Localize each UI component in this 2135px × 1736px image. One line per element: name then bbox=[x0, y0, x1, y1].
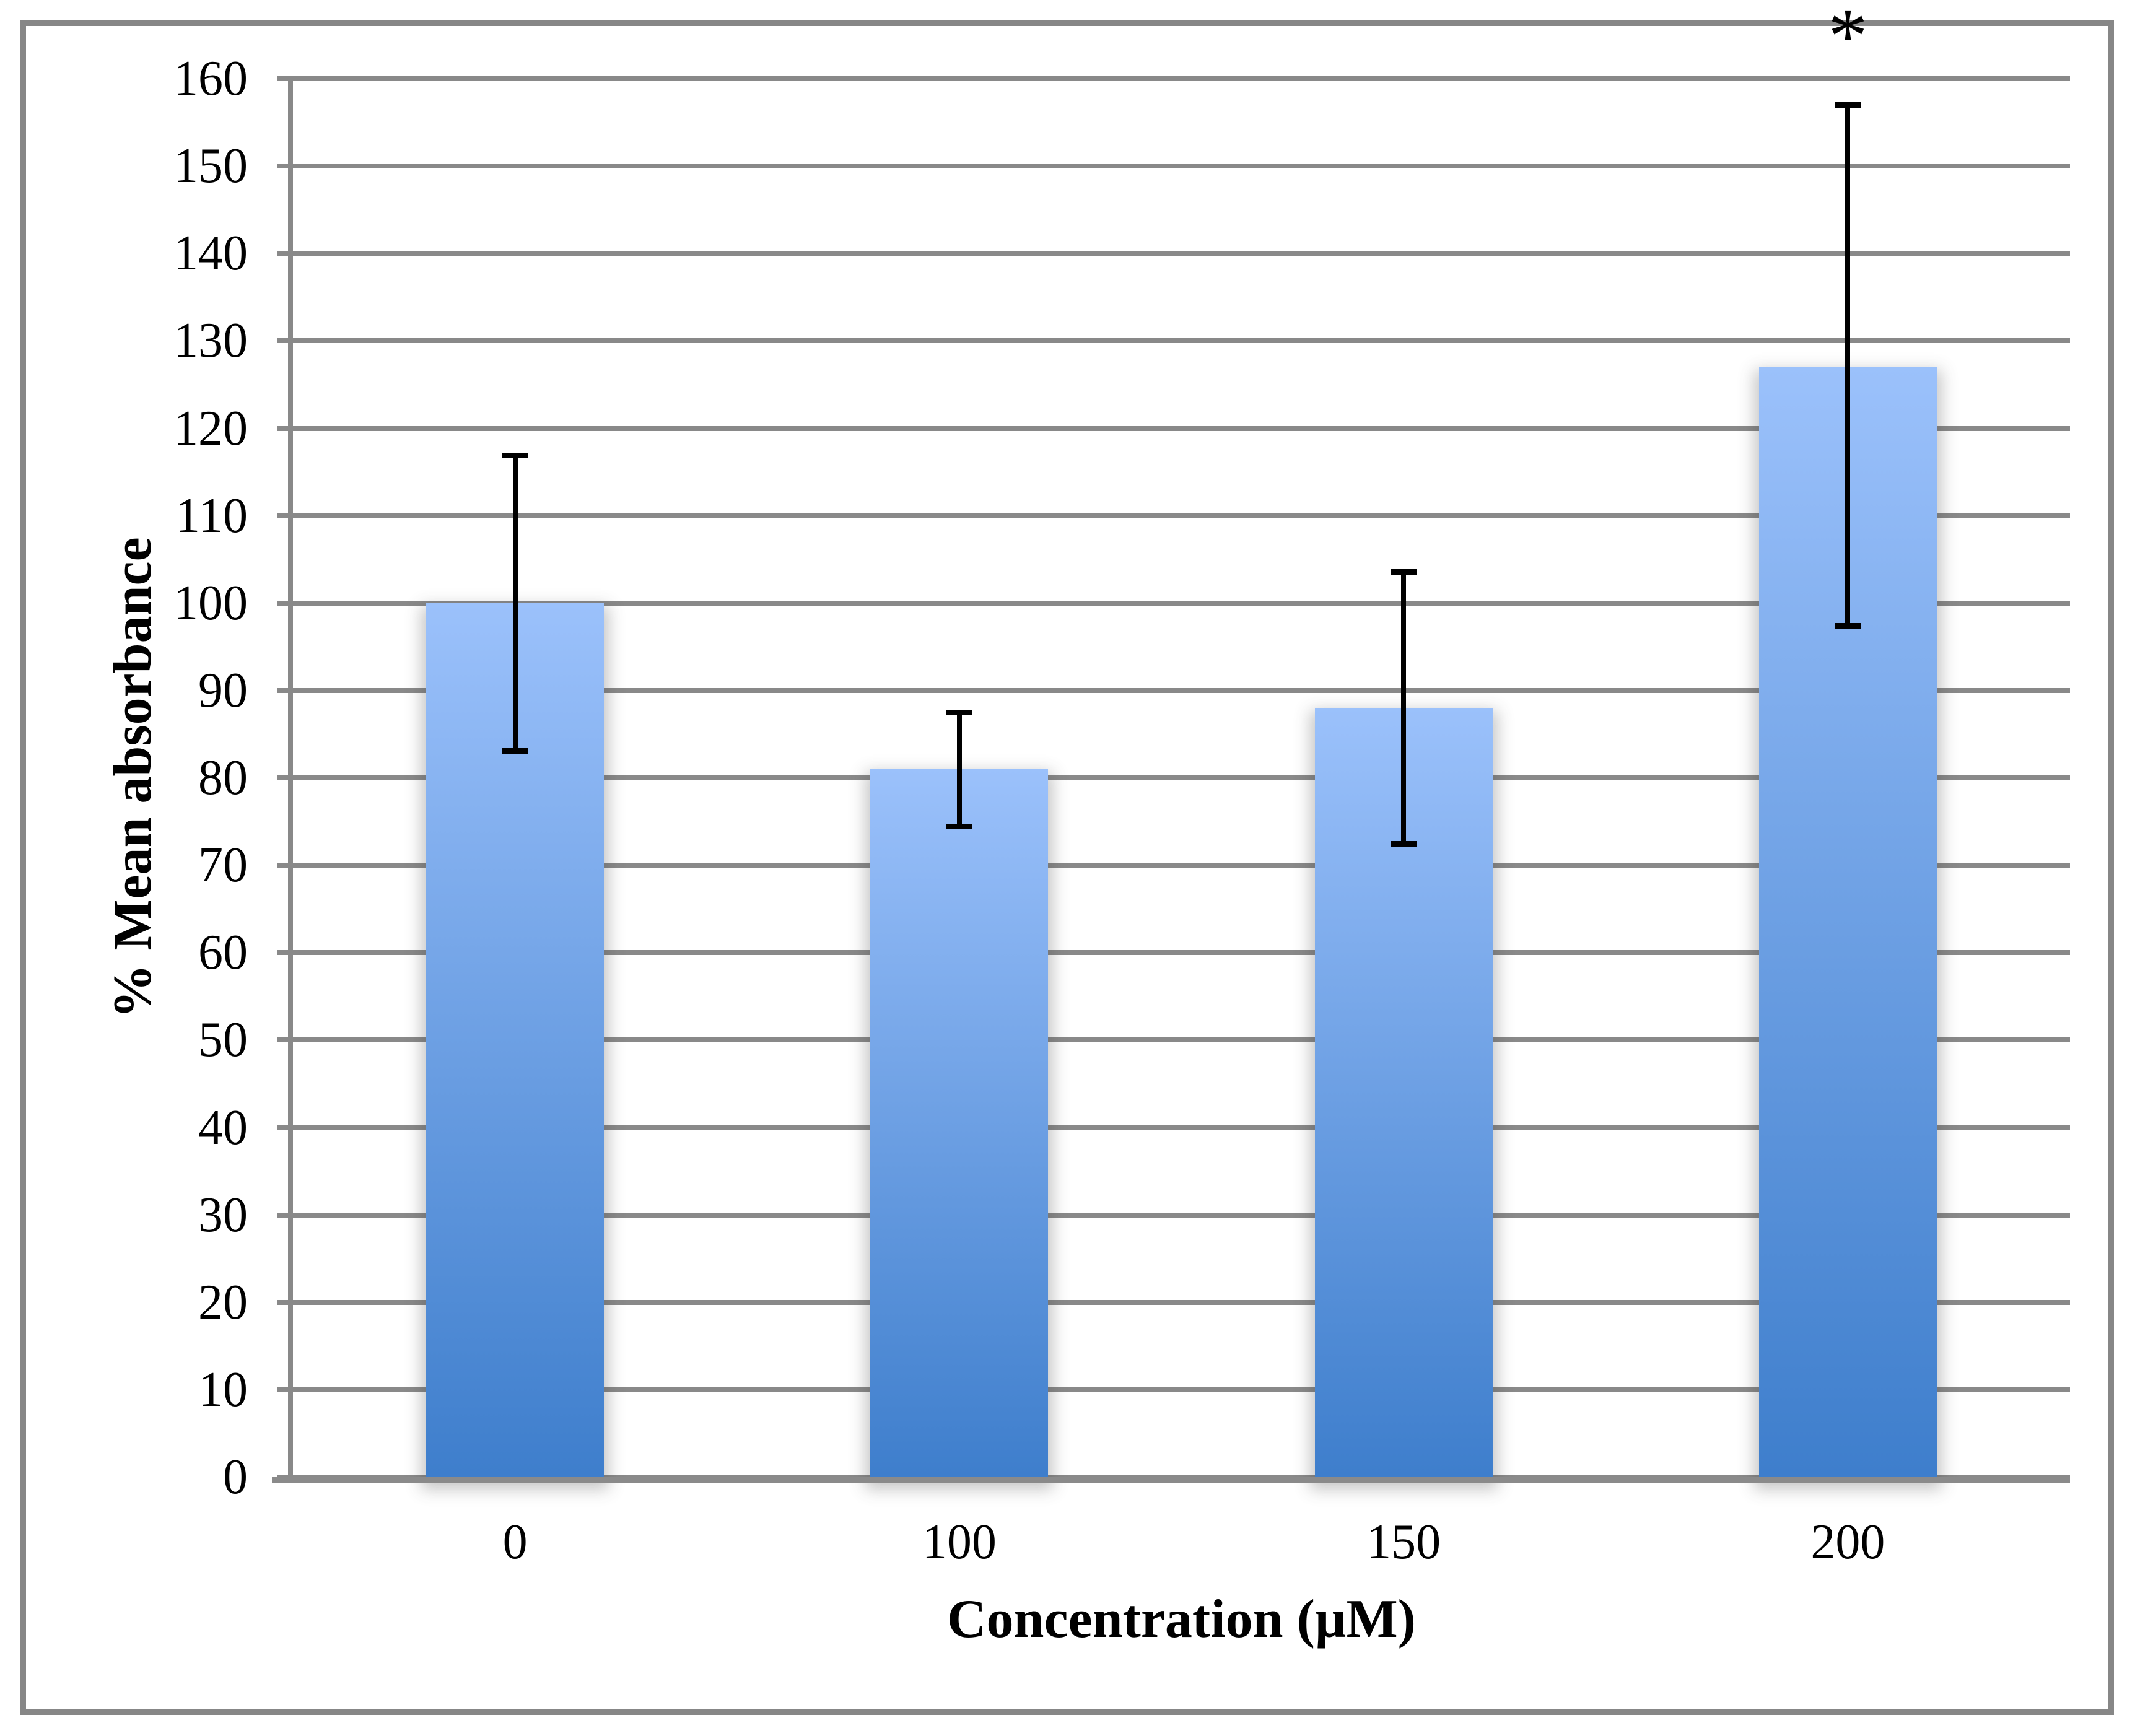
gridline-130 bbox=[277, 338, 2070, 344]
y-tick-label: 140 bbox=[173, 226, 248, 281]
error-bar-bottom-cap bbox=[1391, 840, 1417, 847]
y-axis-tick bbox=[277, 1037, 293, 1043]
y-tick-label: 150 bbox=[173, 139, 248, 194]
gridline-140 bbox=[277, 251, 2070, 256]
y-tick-label: 120 bbox=[173, 401, 248, 456]
x-tick-label: 200 bbox=[1810, 1515, 1885, 1569]
y-tick-label: 50 bbox=[198, 1013, 248, 1068]
bar-group-100 bbox=[737, 79, 1181, 1477]
y-tick-label: 100 bbox=[173, 575, 248, 630]
y-tick-label: 110 bbox=[175, 488, 248, 543]
error-bar-line bbox=[1845, 105, 1851, 626]
gridline-60 bbox=[277, 950, 2070, 956]
bar-group-150 bbox=[1182, 79, 1626, 1477]
y-tick-label: 130 bbox=[173, 313, 248, 369]
x-axis-title: Concentration (µM) bbox=[947, 1589, 1416, 1649]
error-bar-top-cap bbox=[1835, 102, 1861, 108]
error-bar-line bbox=[1401, 571, 1407, 844]
bar-100 bbox=[870, 769, 1049, 1477]
y-tick-label: 40 bbox=[198, 1100, 248, 1155]
error-bar-line bbox=[512, 455, 518, 751]
gridline-50 bbox=[277, 1037, 2070, 1043]
error-bar-bottom-cap bbox=[1835, 623, 1861, 629]
gridline-160 bbox=[277, 76, 2070, 81]
gridline-80 bbox=[277, 775, 2070, 780]
y-axis-tick bbox=[277, 513, 293, 518]
significance-asterisk: * bbox=[1828, 0, 1868, 80]
gridline-30 bbox=[277, 1212, 2070, 1218]
bar-group-200: * bbox=[1626, 0, 2070, 1477]
gridline-120 bbox=[277, 425, 2070, 431]
y-axis-tick bbox=[277, 1387, 293, 1392]
gridline-110 bbox=[277, 513, 2070, 518]
y-axis-tick bbox=[277, 600, 293, 606]
y-tick-label: 0 bbox=[223, 1450, 248, 1504]
error-bar-top-cap bbox=[1391, 569, 1417, 575]
y-tick-label: 90 bbox=[198, 663, 248, 718]
y-tick-label: 60 bbox=[198, 925, 248, 980]
bar-group-0 bbox=[293, 79, 737, 1477]
y-axis-tick bbox=[277, 863, 293, 868]
gridline-10 bbox=[277, 1387, 2070, 1392]
plot-area: * bbox=[272, 0, 2070, 1483]
y-tick-label: 10 bbox=[198, 1362, 248, 1417]
y-axis-tick bbox=[277, 1212, 293, 1218]
y-axis-tick bbox=[277, 164, 293, 169]
y-axis-tick bbox=[277, 251, 293, 256]
error-bar-top-cap bbox=[946, 710, 972, 716]
y-axis-tick bbox=[277, 76, 293, 81]
y-tick-label: 70 bbox=[198, 838, 248, 893]
y-tick-label: 160 bbox=[173, 51, 248, 106]
gridline-100 bbox=[277, 600, 2070, 606]
y-axis-tick bbox=[277, 1299, 293, 1305]
error-bar-bottom-cap bbox=[946, 823, 972, 829]
error-bar-top-cap bbox=[502, 453, 528, 459]
gridline-150 bbox=[277, 164, 2070, 169]
error-bar-line bbox=[956, 712, 962, 826]
error-bar-bottom-cap bbox=[502, 748, 528, 754]
y-axis-tick bbox=[277, 687, 293, 693]
y-tick-label: 80 bbox=[198, 751, 248, 805]
y-axis-tick bbox=[277, 775, 293, 780]
y-tick-label: 30 bbox=[198, 1187, 248, 1242]
x-tick-label: 100 bbox=[922, 1515, 997, 1569]
y-axis-tick bbox=[277, 425, 293, 431]
gridline-40 bbox=[277, 1125, 2070, 1130]
y-axis-tick bbox=[277, 950, 293, 956]
gridline-70 bbox=[277, 863, 2070, 868]
y-tick-label: 20 bbox=[198, 1275, 248, 1330]
x-tick-label: 150 bbox=[1366, 1515, 1441, 1569]
gridline-20 bbox=[277, 1299, 2070, 1305]
x-tick-label: 0 bbox=[502, 1515, 528, 1569]
x-axis-line bbox=[272, 1477, 2070, 1483]
y-axis-tick bbox=[277, 338, 293, 344]
gridline-90 bbox=[277, 687, 2070, 693]
y-axis-tick bbox=[277, 1125, 293, 1130]
